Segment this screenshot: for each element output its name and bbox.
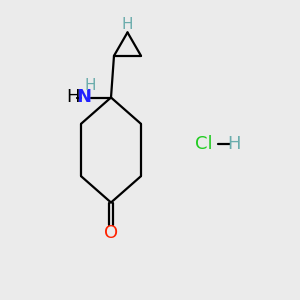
Text: H: H (227, 135, 241, 153)
Text: Cl: Cl (195, 135, 213, 153)
Text: H: H (67, 88, 80, 106)
Text: H: H (84, 78, 96, 93)
Text: O: O (104, 224, 118, 242)
Text: N: N (76, 88, 92, 106)
Text: H: H (122, 17, 133, 32)
